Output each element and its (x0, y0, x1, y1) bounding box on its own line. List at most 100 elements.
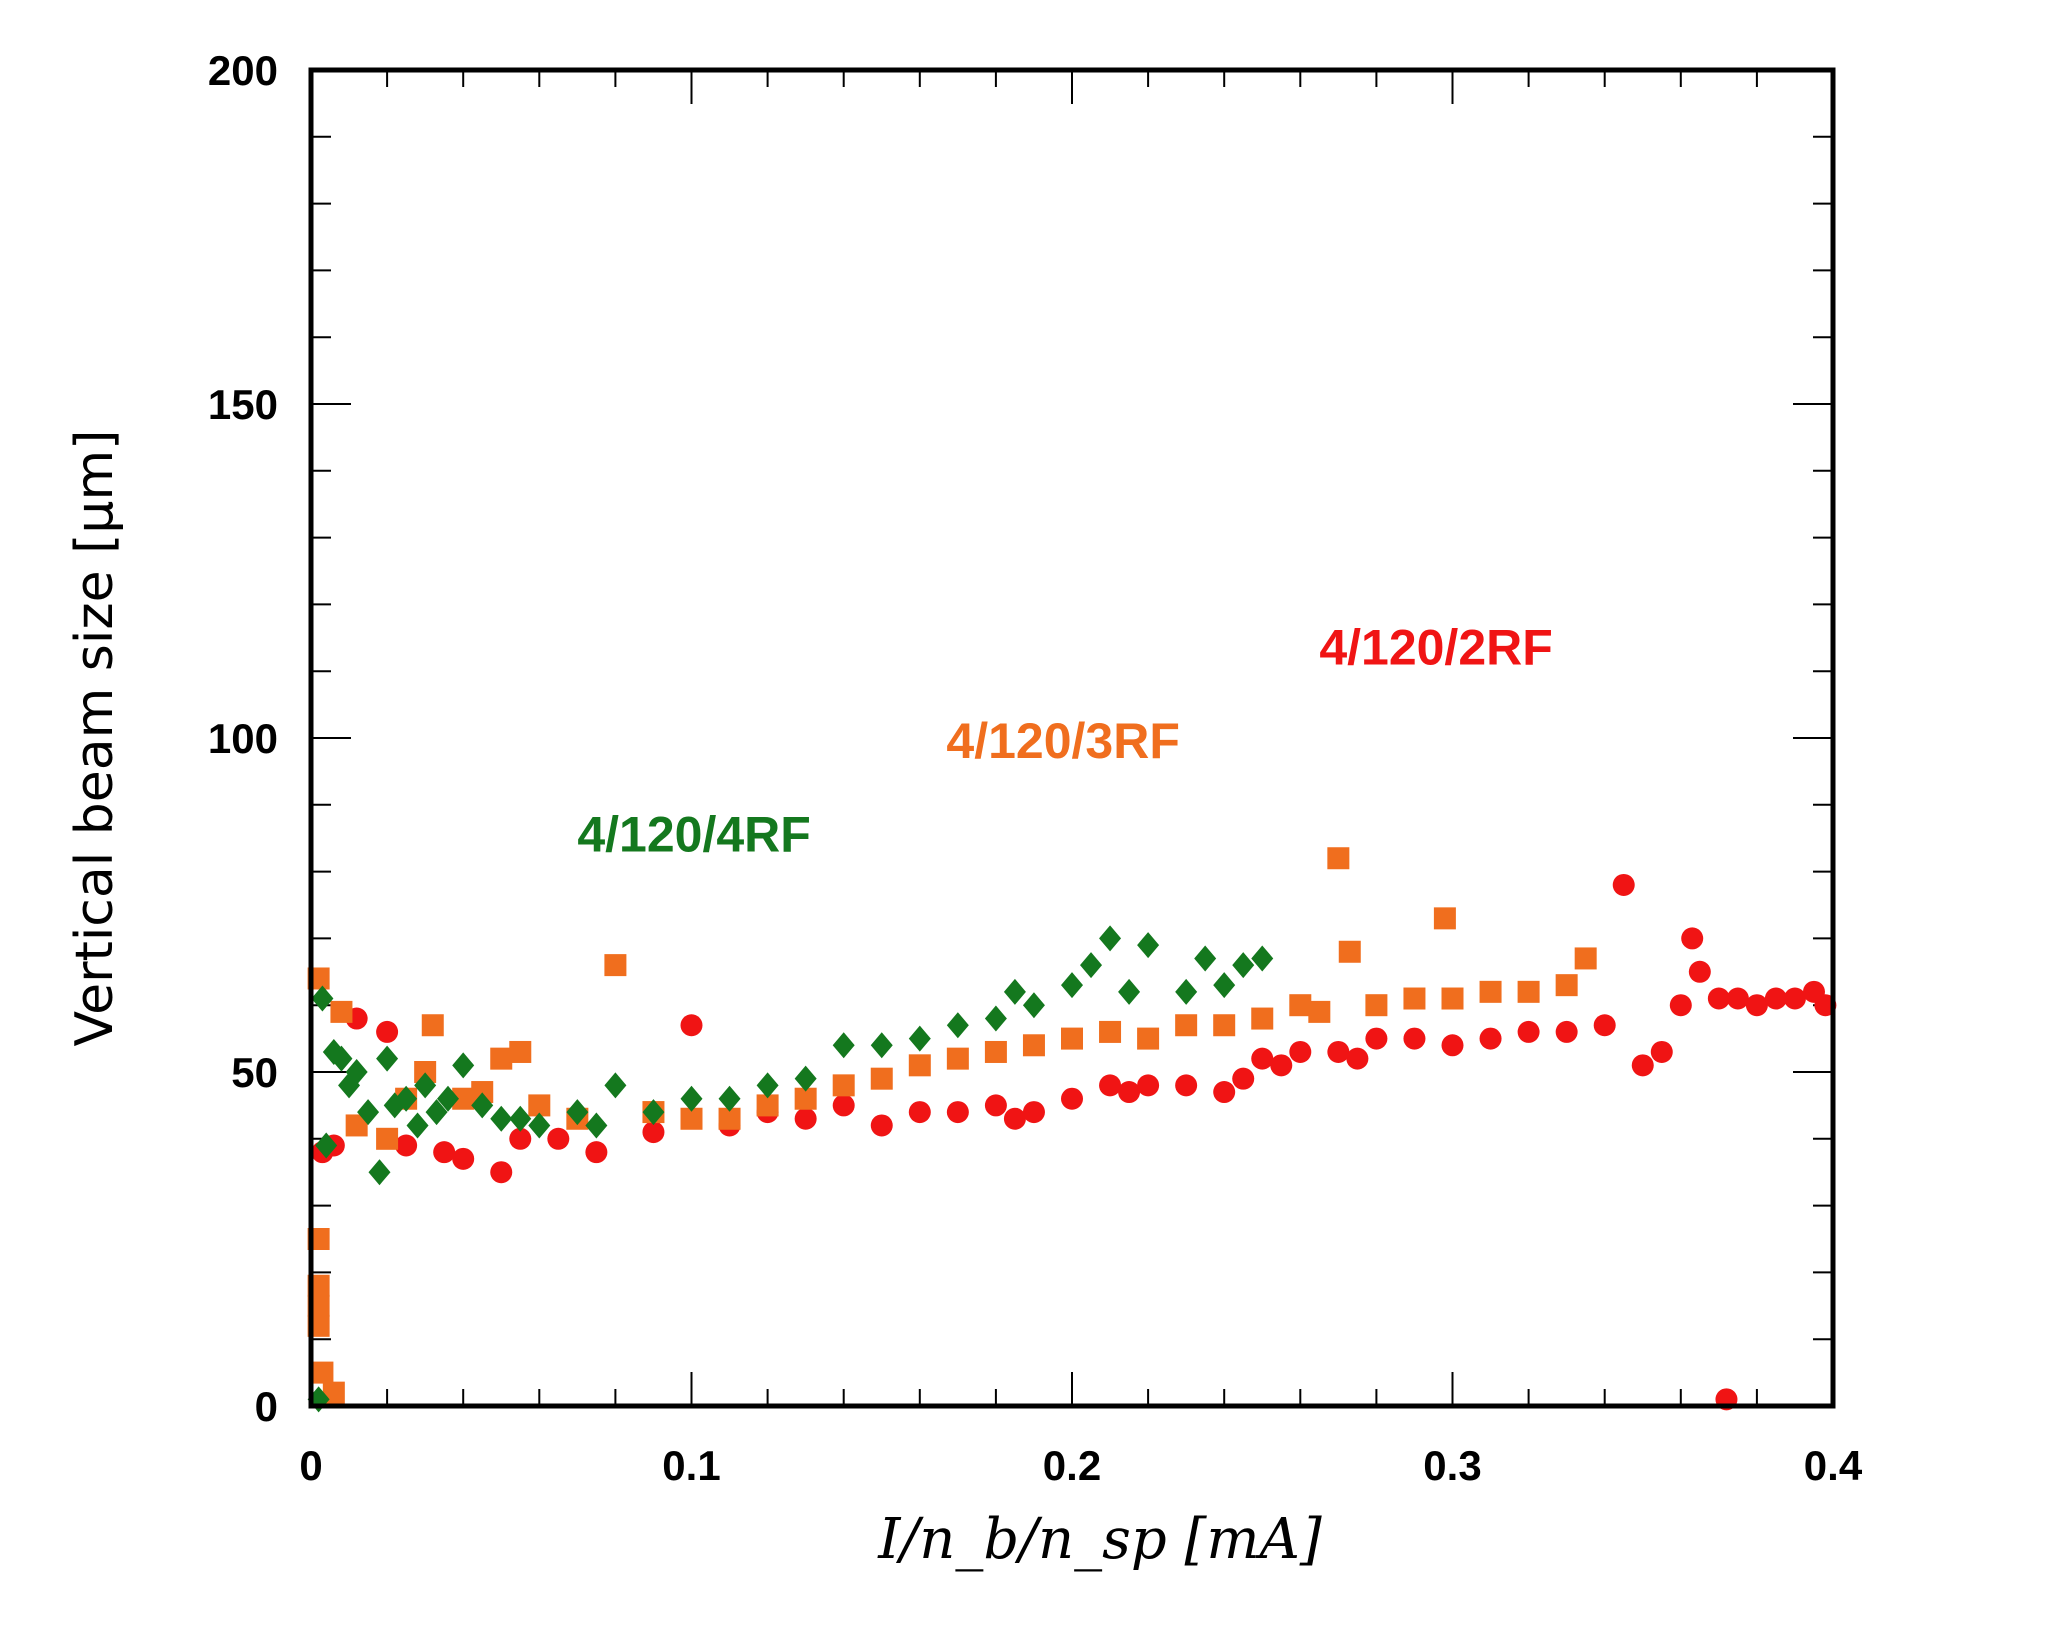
x-tick-label: 0.3 (1423, 1442, 1481, 1489)
data-point (1213, 1014, 1236, 1037)
data-point (1338, 940, 1361, 963)
data-point (1517, 980, 1540, 1003)
data-point (452, 1087, 475, 1110)
data-point (946, 1101, 969, 1124)
data-point (1080, 952, 1103, 979)
data-point (908, 1054, 931, 1077)
data-point (1003, 978, 1026, 1005)
data-point (756, 1072, 779, 1099)
data-point (547, 1127, 570, 1150)
data-point (832, 1074, 855, 1097)
data-point (1479, 1027, 1502, 1050)
data-point (1061, 972, 1083, 999)
plot-frame (308, 67, 1836, 1409)
data-point (471, 1081, 494, 1104)
data-point (395, 1134, 418, 1157)
data-point (1688, 960, 1711, 983)
data-point (490, 1047, 513, 1070)
data-point (566, 1099, 589, 1126)
data-point (1783, 987, 1806, 1010)
data-point (1175, 978, 1198, 1005)
data-point (345, 1114, 368, 1137)
data-point (585, 1141, 608, 1164)
data-point (330, 1000, 353, 1023)
y-tick-label: 150 (208, 381, 278, 428)
y-tick-labels: 0 50 100 150 200 (208, 47, 278, 1430)
data-point (311, 1361, 334, 1384)
data-point (406, 1112, 429, 1139)
data-point (908, 1025, 931, 1052)
data-point (1308, 1000, 1331, 1023)
data-point (718, 1107, 741, 1130)
series-label: 4/120/4RF (577, 807, 810, 863)
data-point (1061, 1027, 1083, 1050)
data-point (509, 1105, 532, 1132)
data-point (870, 1114, 893, 1137)
y-axis-label: Vertical beam size [µm] (65, 430, 125, 1047)
data-point (756, 1094, 779, 1117)
data-point (376, 1045, 399, 1072)
data-point (1099, 925, 1122, 952)
x-tick-label: 0.4 (1804, 1442, 1863, 1489)
data-point (984, 1040, 1007, 1063)
data-point (1022, 1034, 1045, 1057)
data-point (1251, 1007, 1274, 1030)
data-point (1574, 947, 1597, 970)
data-point (1327, 1040, 1350, 1063)
data-point (528, 1112, 551, 1139)
data-point (395, 1085, 418, 1112)
data-point (1726, 987, 1749, 1010)
series-label: 4/120/3RF (946, 713, 1179, 769)
data-point (1099, 1020, 1122, 1043)
data-point (794, 1087, 817, 1110)
data-point (1289, 1040, 1312, 1063)
data-point (330, 1045, 353, 1072)
data-point (452, 1147, 475, 1170)
data-point (1118, 978, 1141, 1005)
x-tick-label: 0.2 (1043, 1442, 1101, 1489)
x-tick-label: 0.1 (662, 1442, 720, 1489)
data-point (1194, 945, 1217, 972)
data-point (642, 1121, 665, 1144)
data-point (1213, 972, 1236, 999)
data-point (794, 1065, 817, 1092)
data-point (1137, 1074, 1160, 1097)
y-tick-label: 50 (231, 1049, 278, 1096)
data-point (832, 1094, 855, 1117)
data-point (1403, 1027, 1426, 1050)
data-point (1403, 987, 1426, 1010)
data-point (1251, 945, 1274, 972)
data-point (528, 1094, 551, 1117)
data-point (1175, 1014, 1198, 1037)
data-point (1022, 1101, 1045, 1124)
data-point (1650, 1040, 1673, 1063)
data-point (1251, 1047, 1274, 1070)
data-point (1681, 927, 1704, 950)
data-point (794, 1107, 817, 1130)
data-point (1707, 987, 1730, 1010)
data-point (1745, 994, 1768, 1017)
data-point (642, 1099, 665, 1126)
data-point (1118, 1081, 1141, 1104)
data-point (368, 1159, 391, 1186)
data-point (425, 1099, 448, 1126)
series-labels: 4/120/2RF 4/120/3RF 4/120/4RF (577, 620, 1552, 863)
series-4-120-3RF (307, 847, 1597, 1404)
data-point (1669, 994, 1692, 1017)
data-point (376, 1020, 399, 1043)
data-point (946, 1047, 969, 1070)
data-point (509, 1127, 532, 1150)
data-point (1631, 1054, 1654, 1077)
data-point (1346, 1047, 1369, 1070)
data-point (870, 1067, 893, 1090)
data-point (436, 1085, 459, 1112)
data-point (870, 1032, 893, 1059)
data-point (509, 1040, 532, 1063)
data-point (1137, 932, 1160, 959)
data-point (471, 1092, 494, 1119)
data-point (414, 1072, 437, 1099)
data-point (452, 1052, 475, 1079)
data-point (1232, 1067, 1255, 1090)
y-tick-label: 200 (208, 47, 278, 94)
